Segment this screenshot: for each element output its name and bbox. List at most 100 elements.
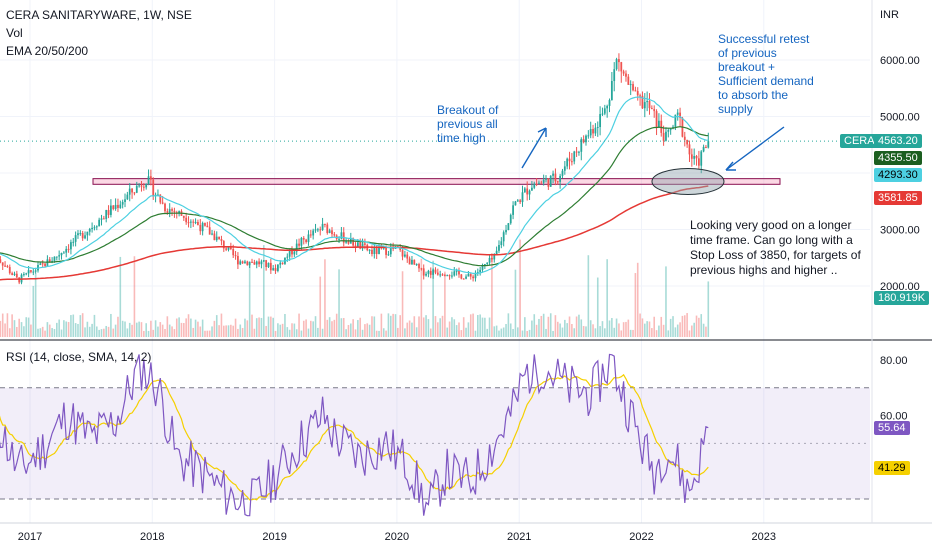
volume-bar [44, 330, 46, 337]
volume-bar [648, 321, 651, 337]
volume-bar [135, 322, 138, 337]
price-badge: 4563.20 [874, 134, 922, 148]
candle-body [540, 182, 543, 184]
volume-bar [434, 316, 437, 337]
candle-body [279, 262, 282, 265]
volume-bar [366, 323, 369, 337]
candle-body [100, 218, 103, 220]
volume-bar [6, 313, 9, 337]
volume-bar [201, 319, 204, 337]
rsi-axis[interactable]: 80.00 60.00 [880, 355, 908, 423]
candle-body [690, 154, 693, 159]
volume-bar [580, 319, 583, 337]
volume-bar [604, 328, 606, 337]
candle-body [500, 241, 503, 246]
volume-bar [53, 329, 56, 337]
candle-body [98, 219, 101, 227]
candle-body [380, 247, 383, 249]
volume-bar [119, 256, 122, 337]
volume-bar [77, 323, 79, 337]
volume-bar [599, 326, 601, 337]
candle-body [507, 223, 510, 231]
candle-body [387, 254, 390, 256]
ema-50-line [0, 126, 709, 267]
breakout-zone-group [92, 178, 781, 185]
volume-bar [79, 315, 82, 337]
volume-bars [0, 239, 710, 337]
volume-bar [267, 316, 270, 337]
volume-bar [293, 323, 296, 337]
breakout-annotation[interactable]: Breakout of previous all time high [437, 103, 499, 145]
volume-bar [707, 281, 710, 337]
volume-bar [222, 325, 225, 337]
volume-bar [444, 271, 446, 337]
volume-bar [255, 318, 258, 337]
volume-bar [371, 316, 373, 337]
time-tick-label: 2020 [385, 531, 409, 543]
candle-body [608, 100, 611, 106]
volume-bar [340, 318, 343, 337]
candle-body [218, 236, 220, 240]
candle-body [587, 135, 590, 137]
time-axis[interactable]: 2017 2018 2019 2020 2021 2022 2023 [18, 531, 776, 543]
volume-bar [364, 324, 366, 337]
candle-body [521, 192, 524, 203]
rsi-line [0, 353, 709, 517]
candle-body [474, 273, 477, 279]
candle-body [95, 226, 98, 228]
candle-body [194, 221, 197, 223]
candle-body [121, 201, 124, 205]
candle-body [596, 127, 599, 129]
volume-bar [505, 324, 507, 337]
price-tick-label: 3000.00 [880, 225, 920, 237]
ema-legend[interactable]: EMA 20/50/200 [6, 44, 89, 58]
volume-bar [277, 323, 279, 337]
candle-body [373, 248, 376, 255]
candle-body [70, 242, 72, 250]
candle-body [554, 173, 557, 182]
candle-body [531, 187, 533, 191]
rsi-legend[interactable]: RSI (14, close, SMA, 14, 2) [6, 350, 152, 364]
volume-bar [667, 330, 670, 337]
candle-body [237, 256, 239, 265]
volume-bar [700, 314, 703, 337]
candle-body [493, 254, 496, 260]
volume-bar [446, 327, 449, 337]
candle-body [201, 223, 204, 232]
volume-bar [538, 318, 540, 337]
volume-bar [175, 318, 178, 337]
volume-bar [368, 324, 371, 337]
retest-arrow-head [725, 161, 736, 171]
volume-bar [488, 317, 491, 337]
volume-bar [613, 327, 616, 337]
candle-body [568, 158, 571, 162]
candle-body [603, 108, 606, 114]
volume-bar [359, 317, 362, 337]
volume-bar [23, 326, 25, 337]
volume-legend[interactable]: Vol [6, 26, 23, 40]
candle-body [667, 130, 670, 132]
rsi-badge: 55.64 [874, 421, 910, 435]
candle-body [606, 105, 609, 109]
volume-bar [88, 326, 91, 337]
candle-body [312, 230, 315, 236]
symbol-title[interactable]: CERA SANITARYWARE, 1W, NSE [6, 8, 192, 22]
candle-body [519, 200, 522, 203]
retest-annotation[interactable]: Successful retest of previous breakout +… [718, 32, 814, 116]
candle-body [84, 235, 86, 239]
candle-body [502, 232, 505, 242]
candle-body [265, 260, 268, 268]
candle-body [578, 151, 580, 153]
candle-body [6, 266, 9, 268]
candle-body [267, 262, 270, 268]
candle-body [60, 253, 63, 256]
volume-bar [110, 313, 112, 337]
volume-bar [554, 315, 557, 337]
volume-bar [86, 321, 89, 337]
candle-body [448, 275, 451, 277]
volume-bar [295, 329, 298, 337]
volume-bar [427, 319, 430, 337]
candle-body [585, 135, 587, 143]
outlook-annotation[interactable]: Looking very good on a longer time frame… [690, 218, 861, 277]
